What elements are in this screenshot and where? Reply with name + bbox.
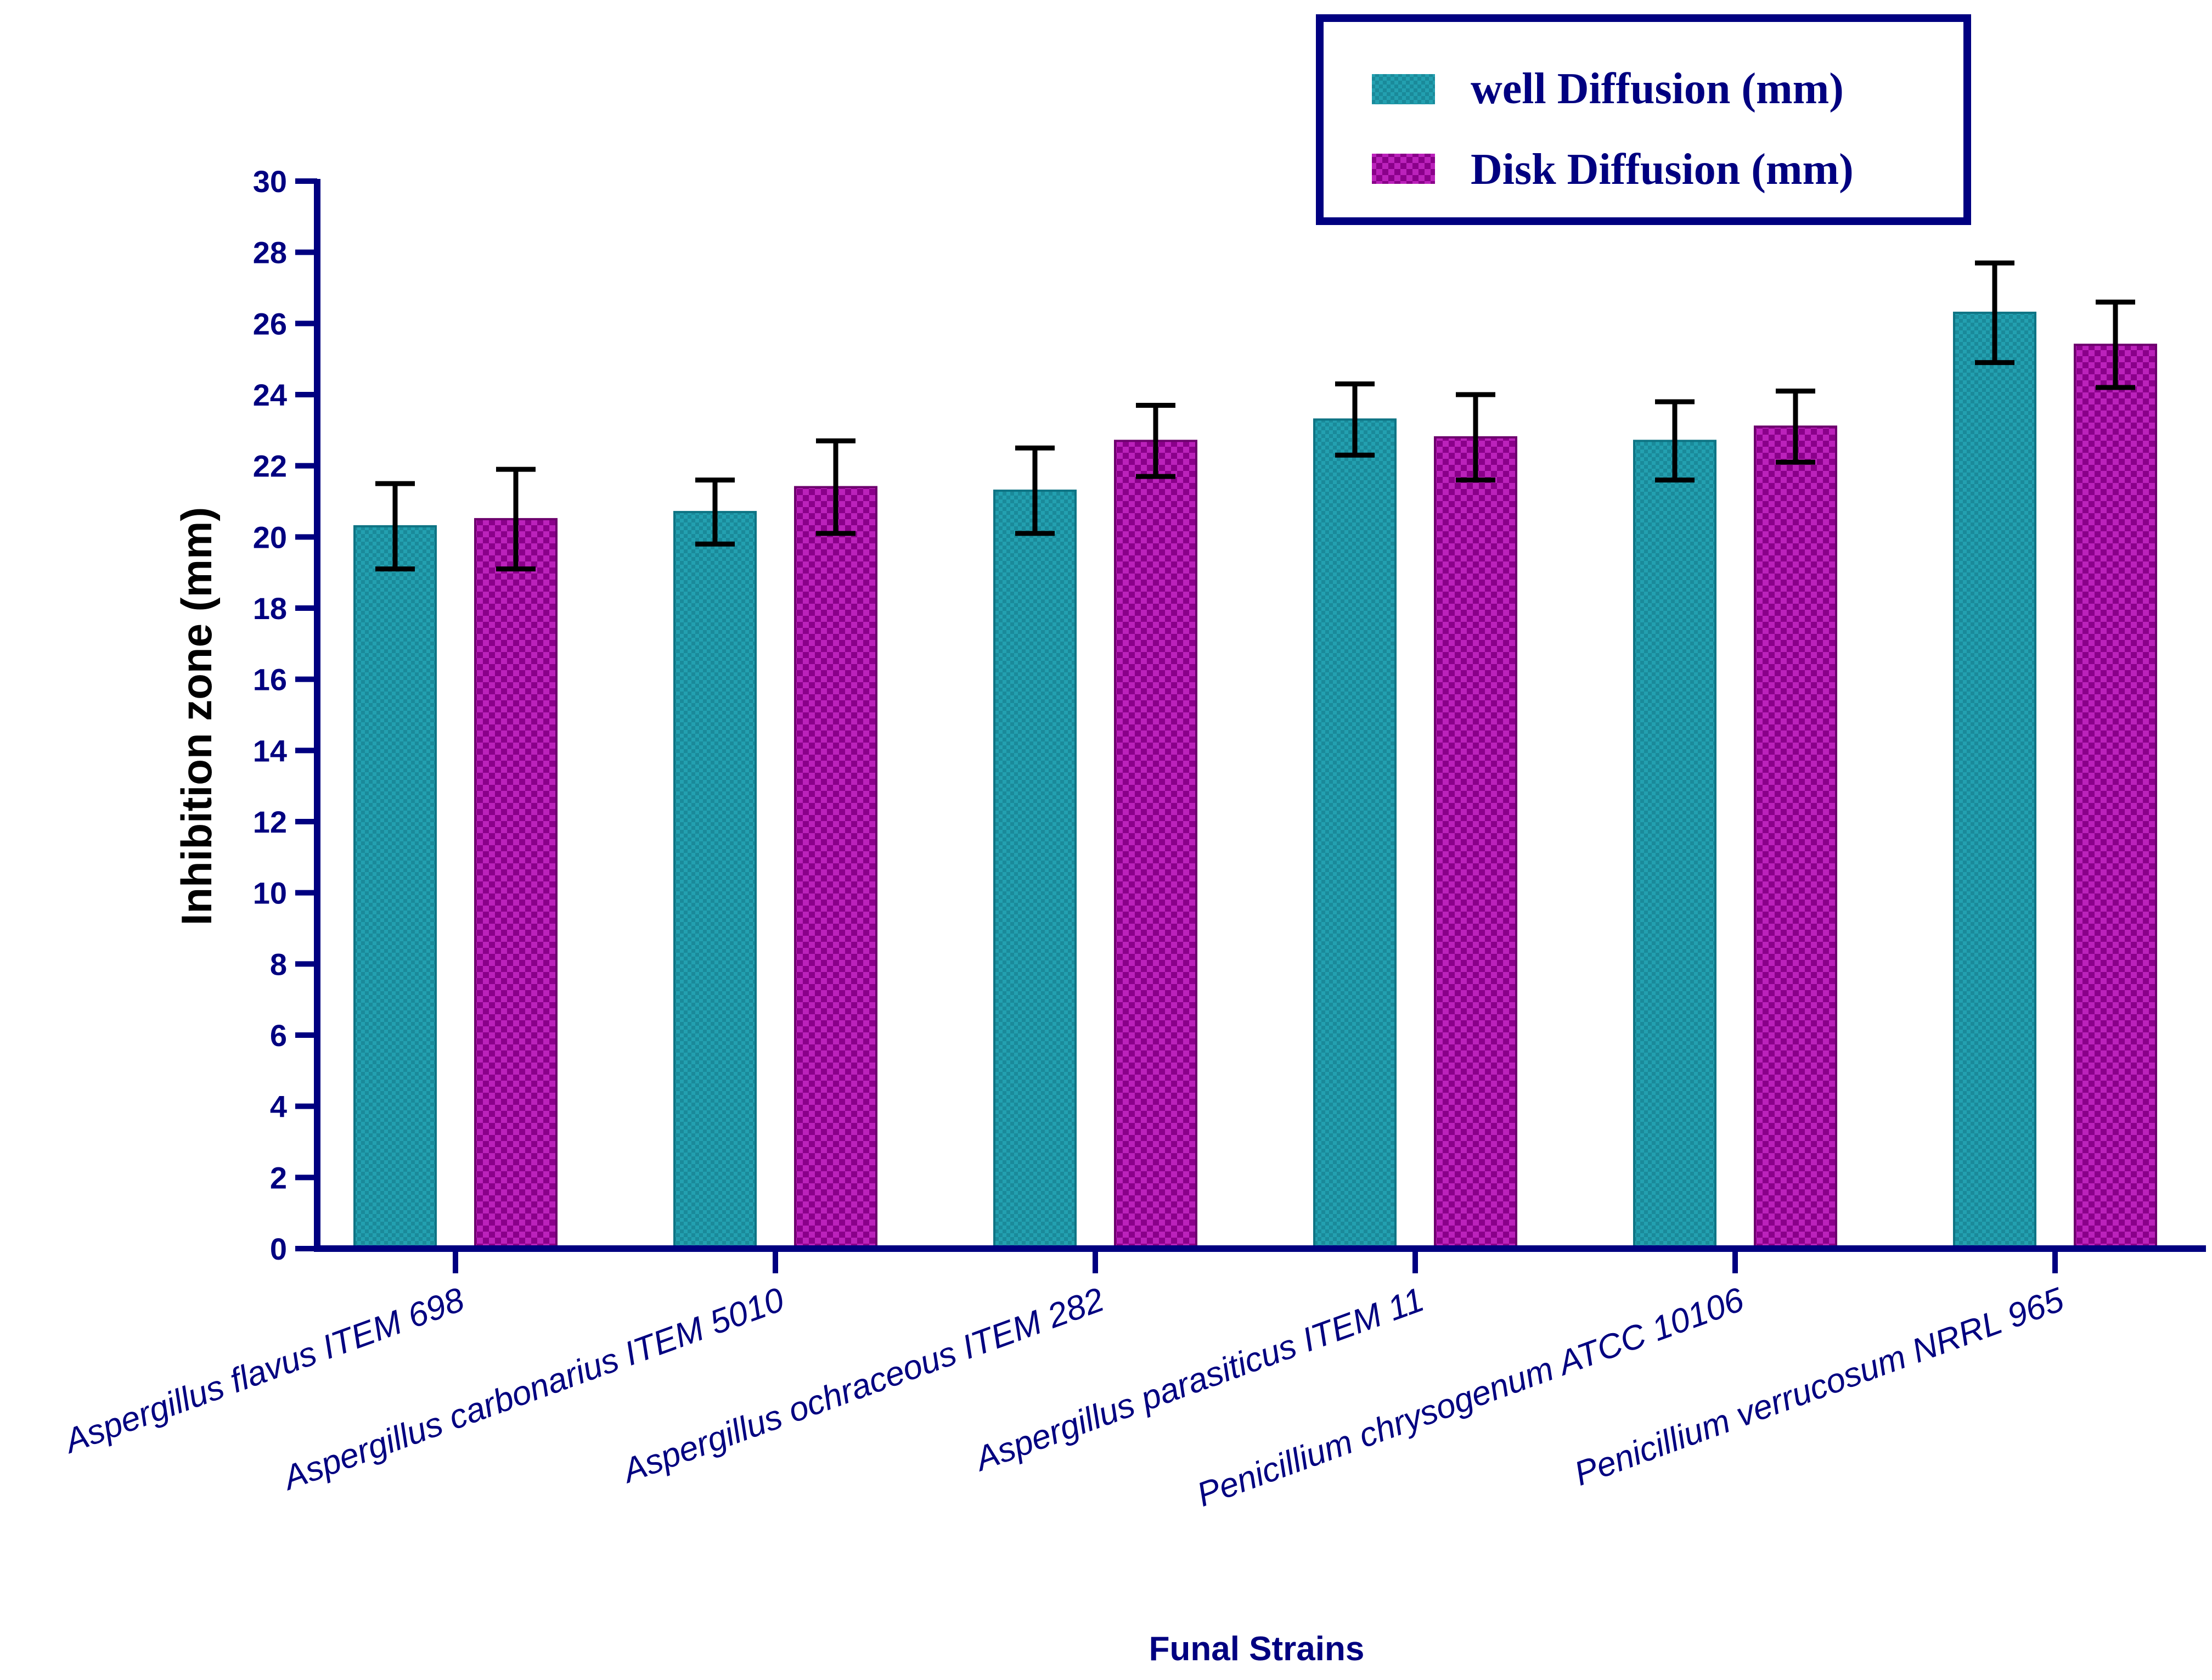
axes bbox=[314, 179, 2206, 1273]
bar-well-3 bbox=[1313, 418, 1397, 1250]
bar-well-2 bbox=[993, 490, 1077, 1250]
error-bar-well-3 bbox=[1335, 381, 1375, 458]
y-tick-label-24: 24 bbox=[253, 378, 287, 412]
error-bars bbox=[375, 260, 2135, 572]
error-bar-well-0 bbox=[375, 481, 415, 572]
bar-disk-3 bbox=[1434, 436, 1517, 1250]
y-axis-label: Inhibition zone (mm) bbox=[172, 507, 221, 926]
error-bar-disk-0 bbox=[496, 467, 536, 572]
bar-disk-0 bbox=[474, 518, 558, 1250]
bar-well-5 bbox=[1953, 311, 2036, 1250]
y-tick-label-14: 14 bbox=[253, 733, 287, 768]
bar-disk-1 bbox=[794, 486, 877, 1250]
legend-swatch-disk bbox=[1372, 154, 1435, 184]
category-label-5: Penicillium verrucosum NRRL 965 bbox=[1569, 1280, 2069, 1493]
y-tick-label-20: 20 bbox=[253, 520, 287, 554]
error-bar-well-2 bbox=[1015, 445, 1055, 536]
legend-label-disk: Disk Diffusion (mm) bbox=[1471, 145, 1854, 194]
error-bar-disk-4 bbox=[1776, 389, 1815, 465]
category-label-4: Penicillium chrysogenum ATCC 10106 bbox=[1192, 1280, 1749, 1514]
y-tick-label-10: 10 bbox=[253, 876, 287, 911]
x-axis-label: Funal Strains bbox=[1149, 1630, 1365, 1668]
bar-disk-5 bbox=[2074, 344, 2157, 1250]
bar-well-4 bbox=[1633, 440, 1716, 1250]
legend: well Diffusion (mm) Disk Diffusion (mm) bbox=[1316, 14, 1971, 225]
y-tick-label-4: 4 bbox=[270, 1089, 287, 1124]
legend-box bbox=[1316, 14, 1971, 225]
error-bar-disk-5 bbox=[2096, 299, 2135, 390]
bar-disk-2 bbox=[1114, 440, 1197, 1250]
y-tick-label-8: 8 bbox=[270, 947, 287, 981]
error-bar-disk-3 bbox=[1456, 392, 1495, 483]
y-tick-label-6: 6 bbox=[270, 1018, 287, 1053]
y-tick-label-18: 18 bbox=[253, 591, 287, 626]
error-bar-disk-1 bbox=[816, 438, 855, 536]
y-tick-label-30: 30 bbox=[253, 164, 287, 199]
y-tick-label-2: 2 bbox=[270, 1160, 287, 1195]
bar-well-1 bbox=[673, 510, 757, 1250]
plot-area bbox=[353, 311, 2157, 1250]
y-tick-label-22: 22 bbox=[253, 449, 287, 484]
error-bar-well-1 bbox=[695, 477, 735, 547]
category-label-1: Aspergillus carbonarius ITEM 5010 bbox=[277, 1280, 789, 1498]
error-bar-well-4 bbox=[1655, 399, 1695, 483]
bar-disk-4 bbox=[1754, 425, 1837, 1250]
legend-label-well: well Diffusion (mm) bbox=[1471, 65, 1844, 113]
y-tick-label-12: 12 bbox=[253, 805, 287, 839]
legend-swatch-well bbox=[1372, 74, 1435, 104]
y-tick-label-16: 16 bbox=[253, 662, 287, 697]
error-bar-well-5 bbox=[1975, 260, 2014, 366]
y-tick-label-0: 0 bbox=[270, 1232, 287, 1266]
y-tick-label-26: 26 bbox=[253, 306, 287, 341]
error-bar-disk-2 bbox=[1136, 402, 1175, 479]
bar-well-0 bbox=[353, 525, 437, 1250]
y-tick-label-28: 28 bbox=[253, 235, 287, 270]
